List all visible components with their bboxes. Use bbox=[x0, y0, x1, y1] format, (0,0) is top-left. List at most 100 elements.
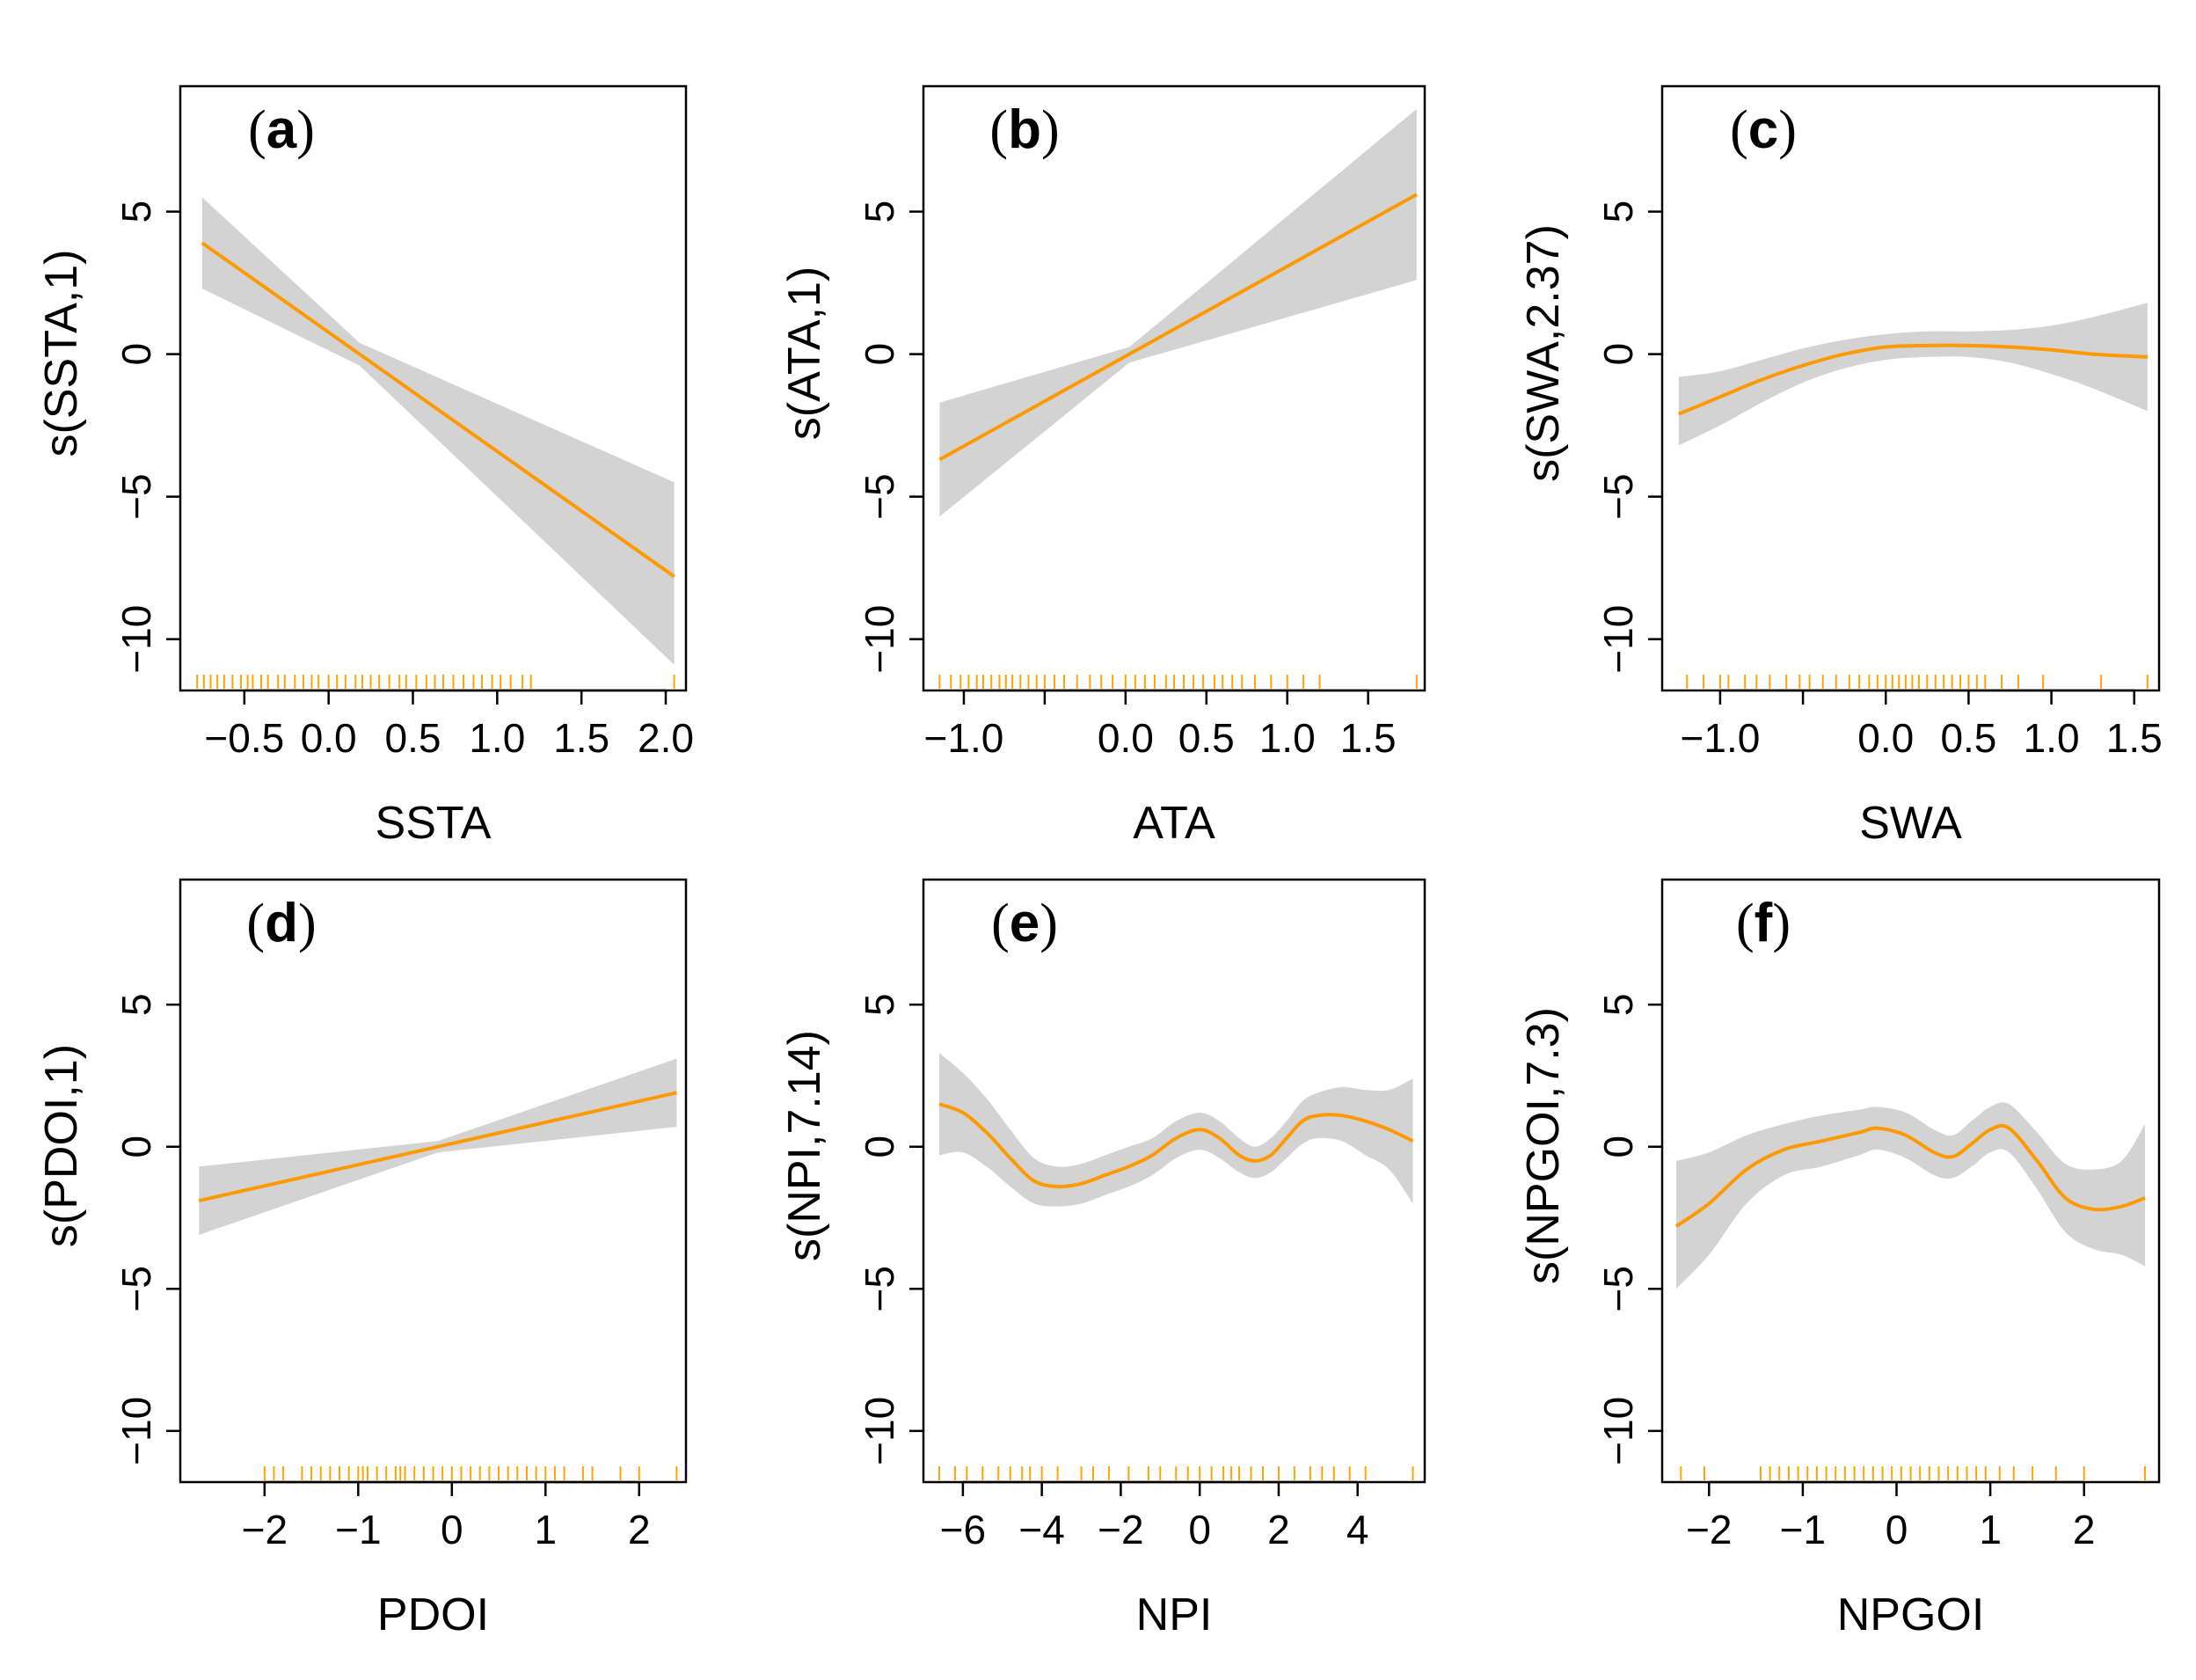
y-tick-label: 5 bbox=[113, 201, 159, 223]
panel-label: (b) bbox=[989, 99, 1059, 160]
y-tick-label: −10 bbox=[113, 605, 159, 674]
confidence-band bbox=[939, 108, 1417, 517]
plot-frame bbox=[922, 878, 1426, 1484]
x-axis-title: NPGOI bbox=[1837, 1589, 1985, 1640]
y-tick-label: 5 bbox=[857, 201, 902, 223]
y-tick-label: 0 bbox=[857, 1136, 902, 1158]
panel-b: −1.0 0.0 0.5 1.0 1.5 −10 −5 0 5 ATA s(ATA,1) (b) bbox=[779, 84, 1426, 849]
x-axis-title: PDOI bbox=[377, 1589, 489, 1640]
x-tick-label: 1 bbox=[1979, 1507, 2002, 1552]
x-tick-label: 1.5 bbox=[1340, 715, 1397, 761]
y-tick-label: −5 bbox=[1595, 1266, 1641, 1311]
y-tick-label: −10 bbox=[113, 1397, 159, 1465]
fitted-smooth-line bbox=[938, 193, 1418, 462]
x-tick-label: −1 bbox=[335, 1507, 381, 1552]
panel-label-letter: f bbox=[1755, 893, 1773, 953]
panel-label: (e) bbox=[991, 893, 1058, 953]
panel-label: (c) bbox=[1730, 99, 1797, 160]
y-tick-label: 0 bbox=[1595, 1136, 1641, 1158]
x-tick-label: 0 bbox=[441, 1507, 463, 1552]
fitted-smooth-line bbox=[198, 1091, 677, 1203]
x-tick-label: −1.0 bbox=[1681, 715, 1761, 761]
y-tick-label: −10 bbox=[857, 1397, 902, 1465]
x-tick-label: 1 bbox=[534, 1507, 557, 1552]
y-tick-label: −10 bbox=[1595, 605, 1641, 674]
x-tick-label: −4 bbox=[1018, 1507, 1064, 1552]
confidence-band bbox=[1678, 303, 2148, 446]
panel-label-close: ) bbox=[1772, 894, 1791, 953]
y-tick-label: 0 bbox=[1595, 343, 1641, 366]
panel-label: (d) bbox=[246, 893, 316, 953]
y-tick-label: 0 bbox=[113, 1136, 159, 1158]
x-tick-label: −6 bbox=[940, 1507, 986, 1552]
panel-a: −0.5 0.0 0.5 1.0 1.5 2.0 −10 −5 0 5 SSTA s(SSTA,1) (… bbox=[36, 84, 694, 849]
panel-label-open: ( bbox=[246, 894, 265, 953]
x-tick-label: 0.5 bbox=[1178, 715, 1235, 761]
x-tick-label: 1.0 bbox=[1259, 715, 1316, 761]
fitted-smooth-line bbox=[201, 241, 675, 579]
panel-label-open: ( bbox=[248, 100, 266, 160]
x-tick-label: 0 bbox=[1886, 1507, 1908, 1552]
x-tick-label: 0 bbox=[1188, 1507, 1211, 1552]
x-tick-label: −0.5 bbox=[204, 715, 284, 761]
panel-e: −6 −4 −2 0 2 4 −10 −5 0 5 NPI s(NPI,7.14) (e) bbox=[779, 878, 1426, 1640]
panel-label-close: ) bbox=[298, 894, 317, 953]
y-axis-title: s(SWA,2.37) bbox=[1518, 224, 1569, 482]
x-tick-label: −2 bbox=[1686, 1507, 1732, 1552]
x-tick-label: 2 bbox=[1267, 1507, 1290, 1552]
y-tick-label: −5 bbox=[857, 1266, 902, 1311]
fitted-smooth-line bbox=[1678, 343, 2148, 416]
y-tick-label: 5 bbox=[857, 993, 902, 1016]
x-tick-label: 0.5 bbox=[385, 715, 441, 761]
panel-label-open: ( bbox=[1730, 100, 1748, 160]
x-axis-title: SWA bbox=[1859, 798, 1962, 849]
y-axis-title: s(PDOI,1) bbox=[36, 1044, 87, 1247]
y-tick-label: −5 bbox=[113, 1266, 159, 1311]
panel-label-open: ( bbox=[991, 894, 1010, 953]
confidence-band bbox=[1676, 1102, 2145, 1289]
y-tick-label: 5 bbox=[1595, 993, 1641, 1016]
panel-label-close: ) bbox=[1040, 894, 1058, 953]
x-axis-title: SSTA bbox=[376, 798, 492, 849]
y-tick-label: 5 bbox=[113, 993, 159, 1016]
panel-label: (a) bbox=[248, 99, 315, 160]
panel-c: −1.0 0.0 0.5 1.0 1.5 −10 −5 0 5 SWA s(SWA,2.37) (c) bbox=[1518, 84, 2163, 849]
x-tick-label: 2 bbox=[2073, 1507, 2096, 1552]
panel-label: (f) bbox=[1736, 893, 1791, 953]
x-tick-label: 0.5 bbox=[1940, 715, 1996, 761]
y-axis-title: s(NPGOI,7.3) bbox=[1518, 1007, 1569, 1284]
panel-label-close: ) bbox=[296, 100, 315, 160]
y-tick-label: 5 bbox=[1595, 201, 1641, 223]
confidence-band bbox=[939, 1053, 1413, 1207]
y-tick-label: −5 bbox=[857, 473, 902, 519]
x-axis-title: ATA bbox=[1133, 798, 1215, 849]
y-axis-title: s(ATA,1) bbox=[779, 267, 830, 440]
y-tick-label: −10 bbox=[1595, 1397, 1641, 1465]
x-tick-label: 0.0 bbox=[1857, 715, 1914, 761]
panel-label-letter: d bbox=[265, 893, 298, 953]
confidence-band bbox=[201, 197, 675, 665]
x-tick-label: −2 bbox=[242, 1507, 288, 1552]
x-tick-label: 0.0 bbox=[1098, 715, 1154, 761]
panel-label-letter: c bbox=[1748, 99, 1778, 160]
x-tick-label: 0.0 bbox=[301, 715, 357, 761]
x-tick-label: 2.0 bbox=[638, 715, 694, 761]
y-axis-title: s(SSTA,1) bbox=[36, 250, 87, 457]
x-tick-label: −1.0 bbox=[924, 715, 1004, 761]
y-tick-label: −5 bbox=[113, 473, 159, 519]
y-tick-label: −10 bbox=[857, 605, 902, 674]
panel-label-close: ) bbox=[1041, 100, 1060, 160]
panel-label-letter: b bbox=[1008, 99, 1041, 160]
x-tick-label: 1.0 bbox=[2024, 715, 2080, 761]
x-tick-label: 1.0 bbox=[469, 715, 525, 761]
x-tick-label: 4 bbox=[1346, 1507, 1369, 1552]
y-axis-title: s(NPI,7.14) bbox=[779, 1030, 830, 1261]
panel-label-open: ( bbox=[1736, 894, 1755, 953]
x-tick-label: −1 bbox=[1780, 1507, 1826, 1552]
fitted-smooth-line bbox=[938, 1102, 1414, 1189]
x-tick-label: 2 bbox=[628, 1507, 651, 1552]
y-tick-label: −5 bbox=[1595, 473, 1641, 519]
